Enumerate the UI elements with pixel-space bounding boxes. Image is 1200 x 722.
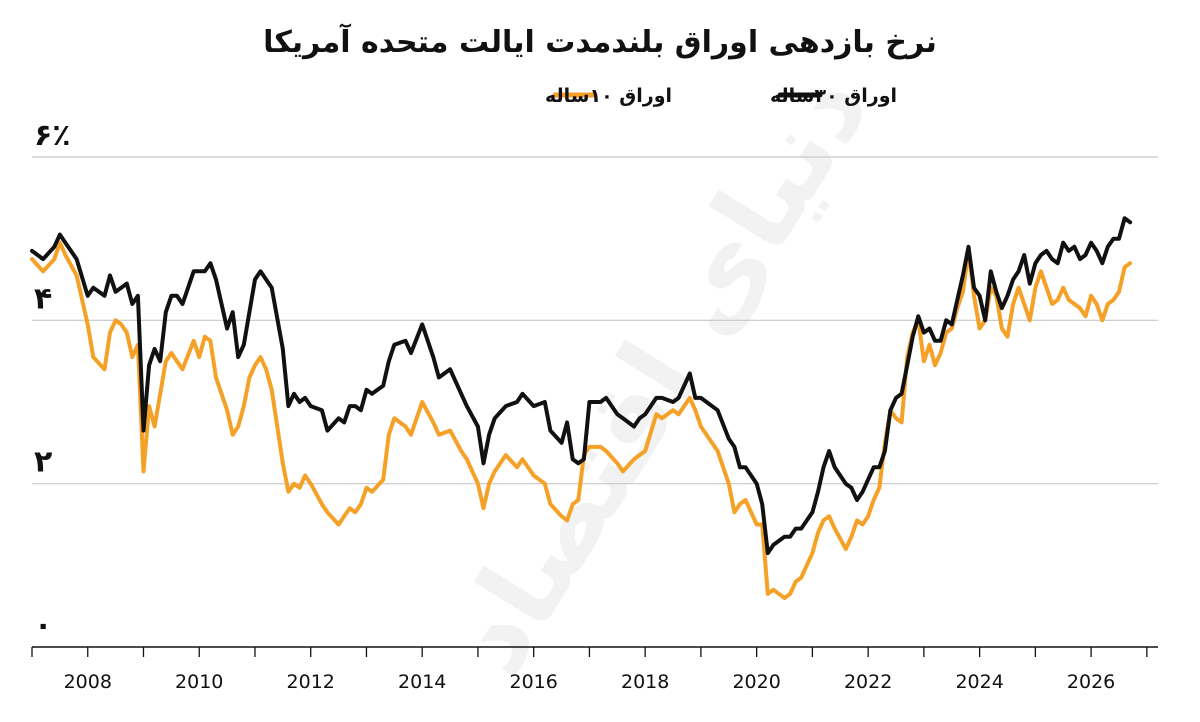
x-tick-label-2024: 2024 (955, 671, 1003, 693)
legend-label: اوراق ۱۰ساله (545, 85, 672, 107)
x-tick-label-2010: 2010 (175, 671, 223, 693)
watermark-text: دنیای اقتصاد (423, 48, 894, 696)
x-tick-label-2022: 2022 (844, 671, 892, 693)
x-tick-label-2020: 2020 (732, 671, 780, 693)
x-tick-label-2008: 2008 (64, 671, 112, 693)
series-line-0 (30, 216, 1133, 556)
series-line-1 (30, 240, 1133, 600)
legend-item-0: اوراق ۳۰ساله (770, 85, 897, 107)
watermark-layer: دنیای اقتصاد (423, 48, 894, 696)
chart-title: نرخ بازدهی اوراق بلندمدت ایالت متحده آمر… (263, 23, 937, 60)
legend-item-1: اوراق ۱۰ساله (545, 85, 672, 107)
x-tick-label-2016: 2016 (510, 671, 558, 693)
y-axis-ticks: ۰ ۲ ۴ ۶٪ (34, 118, 71, 643)
x-tick-label-2026: 2026 (1067, 671, 1115, 693)
legend-label: اوراق ۳۰ساله (770, 85, 897, 107)
x-tick-label-2018: 2018 (621, 671, 669, 693)
x-axis-ticks: 2008 2010 2012 2014 2016 2018 2020 2022 2024 2026 (31, 647, 1148, 693)
x-tick-label-2014: 2014 (398, 671, 446, 693)
y-tick-label-2: ۲ (34, 445, 52, 480)
series-layer (30, 216, 1133, 600)
y-tick-label-6: ۶٪ (34, 118, 71, 153)
x-tick-label-2012: 2012 (287, 671, 335, 693)
y-tick-label-0: ۰ (34, 608, 52, 643)
y-tick-label-4: ۴ (34, 281, 52, 316)
gridlines (32, 156, 1158, 485)
legend: اوراق ۳۰ساله اوراق ۱۰ساله (545, 85, 897, 107)
